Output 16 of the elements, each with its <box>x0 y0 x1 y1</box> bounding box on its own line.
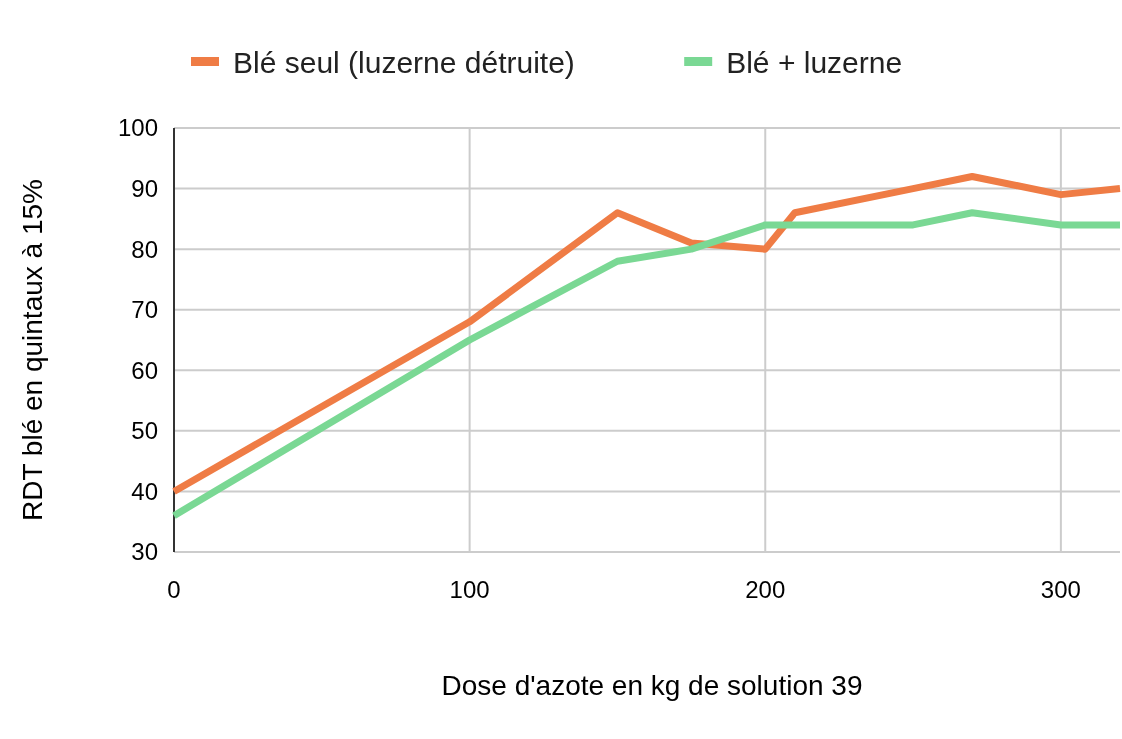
y-tick-label: 90 <box>131 174 158 202</box>
x-tick-label: 100 <box>449 576 490 603</box>
y-tick-label: 30 <box>131 538 158 566</box>
y-tick-label: 100 <box>117 114 158 142</box>
y-tick-label: 80 <box>131 235 158 263</box>
y-tick-label: 70 <box>131 296 158 324</box>
legend-label: Blé seul (luzerne détruite) <box>233 45 575 79</box>
legend-label: Blé + luzerne <box>726 45 903 79</box>
y-axis-title: RDT blé en quintaux à 15% <box>17 179 48 521</box>
x-tick-label: 200 <box>745 576 786 603</box>
y-tick-label: 60 <box>131 356 158 384</box>
x-tick-label: 0 <box>167 576 181 603</box>
y-tick-label: 40 <box>131 477 158 505</box>
y-tick-label: 50 <box>131 417 158 445</box>
x-axis-title: Dose d'azote en kg de solution 39 <box>441 670 863 701</box>
x-tick-label: 300 <box>1040 576 1081 603</box>
